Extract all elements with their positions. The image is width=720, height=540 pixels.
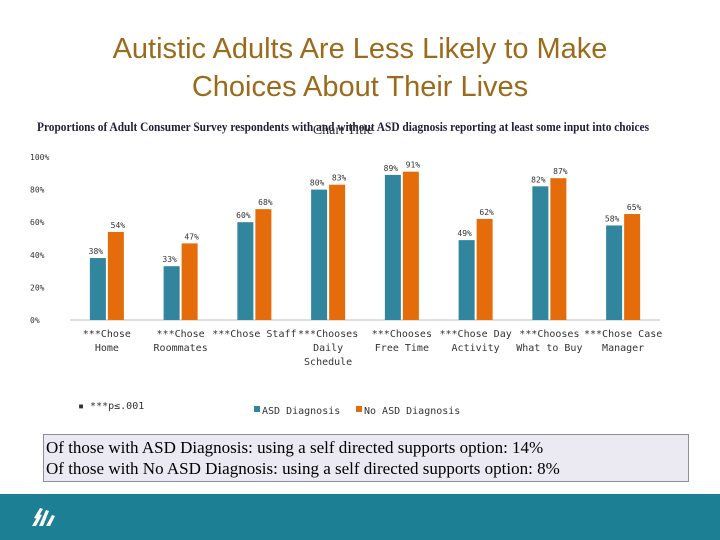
bar-asd	[163, 266, 180, 320]
bar-no-asd	[402, 171, 419, 320]
self-directed-supports-box: Of those with ASD Diagnosis: using a sel…	[43, 434, 689, 482]
data-label: 91%	[406, 161, 421, 170]
data-label: 80%	[310, 179, 325, 188]
x-tick-label: ***Chooses Daily Schedule	[298, 329, 358, 368]
data-label: 89%	[384, 164, 399, 173]
x-tick-label: ***Chose Day Activity	[440, 329, 512, 354]
bar-no-asd	[476, 218, 493, 320]
x-tick-label-line: ***Chooses	[519, 329, 579, 340]
x-tick-label-line: What to Buy	[516, 343, 582, 354]
bar-asd	[606, 225, 623, 320]
x-tick-label-line: ***Chose Staff	[212, 329, 296, 340]
x-tick-label-line: ***Chose	[157, 329, 205, 340]
bar-asd	[89, 258, 106, 320]
x-tick-label-line: Daily	[313, 343, 343, 354]
footnote-text: ***p≤.001	[90, 401, 144, 412]
bar-asd	[458, 240, 475, 320]
legend-swatch-no-asd	[356, 406, 362, 412]
data-label: 82%	[531, 175, 546, 184]
x-tick-label-line: Activity	[452, 343, 500, 354]
data-label: 58%	[605, 214, 620, 223]
bar-no-asd	[550, 178, 567, 320]
x-tick-label: ***Chooses What to Buy	[516, 329, 582, 354]
y-tick-label: 20%	[30, 283, 45, 292]
bar-asd	[384, 174, 401, 320]
data-label: 62%	[479, 208, 494, 217]
x-tick-label: ***Chose Case Manager	[584, 329, 662, 354]
y-tick-label: 60%	[30, 218, 45, 227]
data-label: 60%	[236, 211, 251, 220]
bar-no-asd	[255, 209, 272, 320]
bar-asd	[311, 189, 328, 320]
x-tick-label-line: Free Time	[375, 343, 429, 354]
legend-label-asd: ASD Diagnosis	[262, 406, 340, 417]
bar-asd	[237, 222, 254, 320]
x-tick-label-line: Manager	[602, 343, 644, 354]
data-label: 47%	[184, 232, 199, 241]
chart-placeholder-title: Chart Title	[313, 123, 373, 138]
data-label: 83%	[332, 174, 347, 183]
logo-icon	[32, 508, 55, 526]
bar-chart: Proportions of Adult Consumer Survey res…	[30, 120, 662, 417]
footnote-bullet: ▪	[78, 401, 90, 412]
legend: ASD Diagnosis No ASD Diagnosis	[254, 406, 460, 417]
x-tick-label-line: ***Chose Case	[584, 329, 662, 340]
chart-title: Proportions of Adult Consumer Survey res…	[37, 120, 649, 134]
bar-asd	[532, 186, 549, 320]
data-label: 65%	[627, 203, 642, 212]
x-tick-label-line: Home	[95, 343, 119, 354]
bar-no-asd	[329, 184, 346, 320]
y-tick-label: 100%	[30, 153, 49, 162]
x-tick-label: ***Chose Roommates	[154, 329, 208, 354]
data-label: 54%	[111, 221, 126, 230]
x-tick-label: ***Chose Home	[83, 329, 131, 354]
data-label: 33%	[162, 255, 177, 264]
x-tick-label-line: ***Chose Day	[440, 329, 512, 340]
x-tick-label-line: ***Chose	[83, 329, 131, 340]
bar-no-asd	[181, 243, 198, 320]
x-tick-label-line: ***Chooses	[298, 329, 358, 340]
data-label: 49%	[457, 229, 472, 238]
y-tick-label: 80%	[30, 186, 45, 195]
x-tick-label: ***Chose Staff	[212, 329, 296, 340]
x-tick-label-line: ***Chooses	[372, 329, 432, 340]
x-tick-label-line: Roommates	[154, 343, 208, 354]
info-line-asd: Of those with ASD Diagnosis: using a sel…	[46, 438, 544, 457]
y-tick-label: 0%	[30, 316, 40, 325]
info-line-no-asd: Of those with No ASD Diagnosis: using a …	[46, 459, 560, 478]
slide-title-line-2: Choices About Their Lives	[191, 71, 529, 103]
footer-bar	[0, 494, 720, 540]
x-tick-label: ***Chooses Free Time	[372, 329, 432, 354]
legend-swatch-asd	[254, 406, 260, 412]
bar-no-asd	[107, 231, 124, 320]
data-label: 68%	[258, 198, 273, 207]
data-label: 38%	[89, 247, 104, 256]
legend-label-no-asd: No ASD Diagnosis	[364, 406, 460, 417]
slide-title: Autistic Adults Are Less Likely to Make …	[60, 30, 660, 106]
bar-no-asd	[624, 214, 641, 320]
footnote: ▪ ***p≤.001	[78, 401, 144, 412]
data-label: 87%	[553, 167, 568, 176]
slide-title-line-1: Autistic Adults Are Less Likely to Make	[112, 33, 608, 65]
x-tick-label-line: Schedule	[304, 357, 352, 368]
y-tick-label: 40%	[30, 251, 45, 260]
